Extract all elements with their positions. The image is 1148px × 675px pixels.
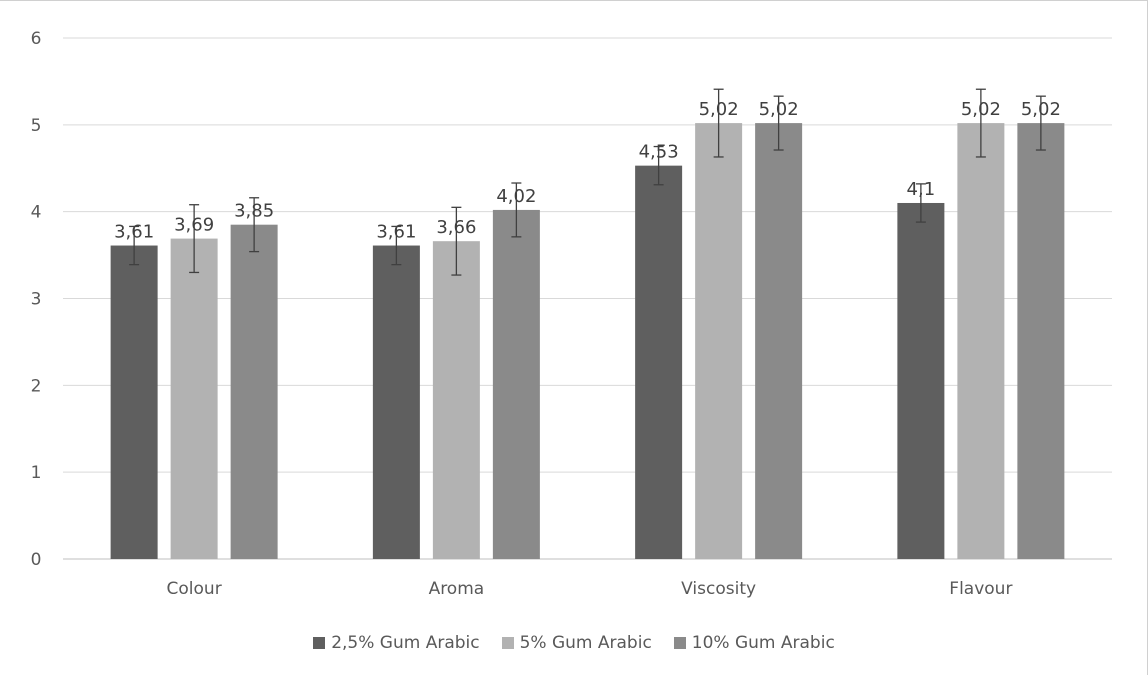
- data-label: 3,66: [436, 217, 476, 238]
- legend-item-5-percent: 5% Gum Arabic: [501, 633, 652, 653]
- error-bar: [915, 183, 926, 223]
- x-category-label: Viscosity: [681, 579, 756, 599]
- error-bar: [1035, 95, 1046, 151]
- error-bar: [249, 197, 260, 253]
- bar: [170, 238, 218, 559]
- bar: [635, 165, 683, 559]
- y-tick-label: 3: [31, 290, 42, 310]
- y-tick-label: 1: [31, 463, 42, 483]
- legend: 2,5% Gum Arabic 5% Gum Arabic 10% Gum Ar…: [0, 628, 1148, 658]
- error-bar: [773, 95, 784, 151]
- data-label: 3,69: [174, 215, 214, 236]
- gridlines: [63, 37, 1112, 560]
- x-category-label: Colour: [167, 579, 222, 599]
- legend-label: 5% Gum Arabic: [519, 633, 652, 653]
- data-label: 5,02: [759, 99, 799, 120]
- data-label: 4,53: [639, 142, 679, 163]
- legend-swatch-icon: [673, 637, 686, 649]
- data-label: 5,02: [961, 99, 1001, 120]
- legend-label: 10% Gum Arabic: [691, 633, 835, 653]
- x-category-label: Aroma: [429, 579, 485, 599]
- error-bar: [129, 225, 140, 266]
- legend-swatch-icon: [313, 637, 326, 649]
- y-axis-tick-labels: 0 1 2 3 4 5 6: [31, 29, 42, 570]
- bar: [230, 224, 278, 560]
- bar: [957, 123, 1005, 559]
- error-bar: [975, 88, 986, 158]
- bar: [492, 209, 540, 559]
- data-label: 3,61: [376, 222, 416, 243]
- legend-item-10-percent: 10% Gum Arabic: [673, 633, 835, 653]
- error-bar: [451, 206, 462, 276]
- bar: [372, 245, 420, 559]
- data-label: 4,02: [496, 186, 536, 207]
- bar: [432, 241, 480, 559]
- error-bar: [653, 145, 664, 186]
- error-bar: [713, 88, 724, 158]
- bar: [897, 202, 945, 559]
- bar: [695, 123, 743, 559]
- y-tick-label: 2: [31, 376, 42, 396]
- data-label: 3,61: [114, 222, 154, 243]
- frame-top-border: [0, 0, 1148, 1]
- error-bar: [511, 182, 522, 238]
- data-label: 5,02: [699, 99, 739, 120]
- error-bars: [129, 88, 1046, 276]
- bar: [1017, 123, 1065, 559]
- error-bar: [391, 225, 402, 266]
- y-tick-label: 4: [31, 203, 42, 223]
- data-label: 4,1: [907, 179, 936, 200]
- data-label: 3,85: [234, 201, 274, 222]
- bar: [110, 245, 158, 559]
- y-tick-label: 5: [31, 116, 42, 136]
- legend-item-2-5-percent: 2,5% Gum Arabic: [313, 633, 480, 653]
- x-category-label: Flavour: [949, 579, 1012, 599]
- y-tick-label: 0: [31, 550, 42, 570]
- error-bar: [189, 204, 200, 274]
- data-label: 5,02: [1021, 99, 1061, 120]
- data-labels: 3,61 3,69 3,85 3,61 3,66 4,02 4,53 5,02 5,02 4,1 5…: [114, 99, 1061, 242]
- legend-label: 2,5% Gum Arabic: [331, 633, 480, 653]
- y-tick-label: 6: [31, 29, 42, 49]
- bar: [755, 123, 803, 559]
- legend-swatch-icon: [501, 637, 514, 649]
- bars: [110, 123, 1065, 560]
- x-axis-category-labels: Colour Aroma Viscosity Flavour: [167, 579, 1013, 599]
